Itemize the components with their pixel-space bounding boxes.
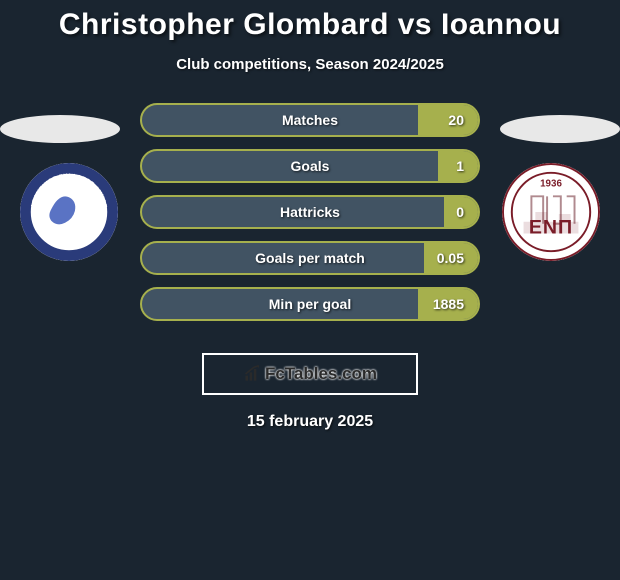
club-badge-right: 1936 ENΠ	[502, 163, 600, 261]
stat-bar-row: Hattricks 0	[140, 195, 480, 229]
comparison-infographic: Christopher Glombard vs Ioannou Club com…	[0, 0, 620, 580]
stat-bar-value-right: 1885	[433, 296, 464, 312]
player-right-ellipse	[500, 115, 620, 143]
stat-bar-label: Goals	[291, 158, 330, 174]
stat-bar-label: Matches	[282, 112, 338, 128]
player-left-ellipse	[0, 115, 120, 143]
stat-bar-label: Goals per match	[255, 250, 365, 266]
stat-bar-row: Matches 20	[140, 103, 480, 137]
club-badge-left: ΑΘΛΗΤΙΚΟΣ ΣΥΛΛΟΓΟΣ ΑΧΝΑΣ ΕΘΝΙΚΟΣ	[20, 163, 118, 261]
stat-bars: Matches 20 Goals 1 Hattricks 0 Goals per match…	[140, 103, 480, 333]
stat-bar-label: Hattricks	[280, 204, 340, 220]
brand-text: FcTables.com	[265, 364, 377, 384]
brand-box: FcTables.com	[202, 353, 418, 395]
stat-bar-row: Min per goal 1885	[140, 287, 480, 321]
subtitle: Club competitions, Season 2024/2025	[0, 56, 620, 73]
stat-bar-value-right: 0	[456, 204, 464, 220]
brand-chart-icon	[243, 364, 263, 384]
club-badge-left-svg: ΑΘΛΗΤΙΚΟΣ ΣΥΛΛΟΓΟΣ ΑΧΝΑΣ ΕΘΝΙΚΟΣ	[20, 163, 118, 261]
club-badge-right-svg: 1936 ENΠ	[502, 163, 600, 261]
svg-text:1936: 1936	[540, 179, 562, 190]
stat-bar-row: Goals per match 0.05	[140, 241, 480, 275]
stat-bar-row: Goals 1	[140, 149, 480, 183]
stat-bar-value-right: 0.05	[437, 250, 464, 266]
chart-area: ΑΘΛΗΤΙΚΟΣ ΣΥΛΛΟΓΟΣ ΑΧΝΑΣ ΕΘΝΙΚΟΣ 1936	[0, 103, 620, 333]
stat-bar-value-right: 20	[448, 112, 464, 128]
stat-bar-value-right: 1	[456, 158, 464, 174]
brand-inner: FcTables.com	[239, 362, 381, 386]
date-text: 15 february 2025	[0, 413, 620, 431]
stat-bar-label: Min per goal	[269, 296, 351, 312]
page-title: Christopher Glombard vs Ioannou	[0, 0, 620, 42]
svg-text:ENΠ: ENΠ	[529, 217, 573, 239]
